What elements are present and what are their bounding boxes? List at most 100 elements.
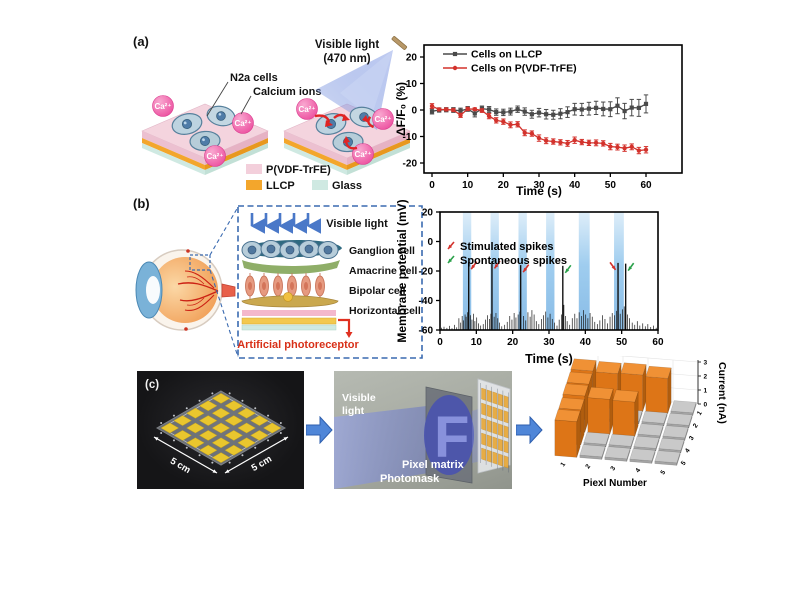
- photomask-aperture: [424, 395, 474, 475]
- optic-nerve: [221, 283, 236, 298]
- svg-text:3: 3: [704, 360, 708, 367]
- mask-letter: F: [434, 405, 469, 470]
- visible-light-label-c1: Visible: [342, 392, 376, 404]
- svg-text:P(VDF-TrFE): P(VDF-TrFE): [266, 164, 331, 176]
- svg-text:30: 30: [533, 180, 545, 191]
- svg-text:10: 10: [406, 79, 418, 90]
- pixel-matrix-cells: [480, 383, 509, 473]
- svg-text:-60: -60: [419, 326, 434, 337]
- svg-text:Stimulated spikes: Stimulated spikes: [460, 241, 554, 253]
- calcium-ions-right: Ca²⁺ Ca²⁺ Ca²⁺: [296, 98, 394, 165]
- svg-text:2: 2: [584, 463, 592, 470]
- svg-text:Glass: Glass: [332, 180, 362, 192]
- membrane-potential-chart: 0 10 20 30 40 50 60 20 0 -20 -40 -60 Time (s) Membran…: [395, 199, 664, 366]
- n2a-cells-label: N2a cells: [230, 72, 278, 84]
- n2a-cells-left: [171, 105, 236, 152]
- panel-a-illustration: Ca²⁺ Ca²⁺ Ca²⁺ N2a cells Calcium ions: [141, 36, 411, 192]
- svg-text:Ca²⁺: Ca²⁺: [298, 105, 315, 114]
- callout-line: [206, 81, 229, 117]
- svg-text:Cells on LLCP: Cells on LLCP: [471, 49, 542, 61]
- svg-text:Ca²⁺: Ca²⁺: [154, 102, 171, 111]
- svg-text:30: 30: [543, 337, 555, 348]
- svg-text:1: 1: [696, 410, 704, 417]
- svg-text:2: 2: [704, 374, 708, 381]
- calcium-ions-left: Ca²⁺ Ca²⁺ Ca²⁺: [152, 95, 254, 167]
- artificial-photoreceptor-label: Artificial photoreceptor: [237, 339, 359, 351]
- retina-layer-labels: Ganglion cell Amacrine cell Bipolar cell…: [349, 245, 421, 317]
- svg-text:10: 10: [471, 337, 483, 348]
- svg-text:Piexl Number: Piexl Number: [583, 478, 647, 489]
- photoreceptor-stack: [241, 310, 337, 331]
- svg-text:10: 10: [462, 180, 474, 191]
- flow-arrow-icon: [306, 416, 333, 444]
- bipolar-cells: [245, 273, 325, 299]
- svg-text:5: 5: [659, 469, 667, 476]
- pixel-array-device: [156, 390, 286, 466]
- svg-text:Bipolar cell: Bipolar cell: [349, 285, 406, 297]
- calcium-fluorescence-chart: 0 10 20 30 40 50 60 -20 -10 0 10 20 Time (s) ΔF/F₀ (%…: [395, 44, 683, 198]
- eye-diagram: [135, 249, 236, 331]
- svg-text:50: 50: [616, 337, 628, 348]
- visible-light-label: Visible light: [315, 39, 379, 51]
- photoreceptor-arrow: [338, 318, 351, 333]
- pixel-matrix-label: Pixel matrix: [402, 459, 465, 471]
- legend-swatch-llcp: [246, 180, 262, 190]
- svg-text:Membrane potential (mV): Membrane potential (mV): [395, 199, 409, 342]
- svg-text:0: 0: [427, 237, 433, 248]
- flow-arrow-icon: [516, 416, 543, 444]
- calcium-ions-label: Calcium ions: [253, 86, 321, 98]
- svg-text:20: 20: [507, 337, 519, 348]
- svg-text:1: 1: [559, 461, 567, 468]
- svg-text:0: 0: [704, 402, 708, 409]
- svg-text:-10: -10: [403, 132, 418, 143]
- retinal-vessels: [177, 270, 219, 312]
- svg-text:Ca²⁺: Ca²⁺: [234, 119, 251, 128]
- panel-b-label: (b): [133, 198, 150, 211]
- panel-a-label: (a): [133, 34, 149, 49]
- svg-text:40: 40: [569, 180, 581, 191]
- svg-text:Horizontal cell: Horizontal cell: [349, 305, 421, 317]
- retina-zoom-box: [237, 205, 423, 359]
- svg-text:Cells on P(VDF-TrFE): Cells on P(VDF-TrFE): [471, 63, 577, 75]
- light-beam: [315, 36, 408, 130]
- panel-b-illustration: (b): [133, 198, 423, 359]
- visible-light-label-b: Visible light: [326, 218, 388, 230]
- device-photo: (c) 5 cm 5 cm: [137, 371, 304, 489]
- svg-text:Ganglion cell: Ganglion cell: [349, 245, 415, 257]
- svg-text:5: 5: [680, 460, 688, 467]
- svg-text:0: 0: [411, 106, 417, 117]
- photomask-illustration-svg: F Visible light Photomask Pixel matrix: [334, 378, 511, 489]
- svg-text:40: 40: [580, 337, 592, 348]
- callout-line: [240, 95, 252, 115]
- legend-swatch-glass: [312, 180, 328, 190]
- svg-text:60: 60: [652, 337, 664, 348]
- materials-legend: P(VDF-TrFE) LLCP Glass: [246, 164, 362, 192]
- svg-text:Time (s): Time (s): [516, 184, 562, 198]
- svg-text:Ca²⁺: Ca²⁺: [354, 150, 371, 159]
- visible-light-label-c2: light: [342, 405, 365, 417]
- dimension-label-left: 5 cm: [168, 456, 192, 476]
- device-photo-svg: (c) 5 cm 5 cm: [145, 379, 289, 476]
- zoom-region-box: [189, 254, 211, 271]
- svg-text:20: 20: [498, 180, 510, 191]
- svg-text:4: 4: [634, 467, 642, 474]
- ganglion-layer: [241, 239, 342, 259]
- horizontal-layer: [241, 292, 339, 308]
- zoom-connector: [209, 269, 239, 358]
- svg-text:Ca²⁺: Ca²⁺: [374, 115, 391, 124]
- ca-influx-arrows: [314, 113, 375, 150]
- svg-text:Current (nA): Current (nA): [716, 362, 728, 424]
- photomask-label: Photomask: [380, 473, 440, 485]
- zoom-connector: [209, 206, 239, 256]
- light-cone: [334, 403, 452, 489]
- svg-text:1: 1: [704, 388, 708, 395]
- svg-text:Spontaneous spikes: Spontaneous spikes: [460, 255, 567, 267]
- svg-text:0: 0: [437, 337, 443, 348]
- svg-text:4: 4: [684, 447, 692, 454]
- incident-light-arrows: [250, 213, 321, 234]
- svg-text:Ca²⁺: Ca²⁺: [206, 152, 223, 161]
- legend-swatch-pvdf: [246, 164, 262, 174]
- svg-text:50: 50: [605, 180, 617, 191]
